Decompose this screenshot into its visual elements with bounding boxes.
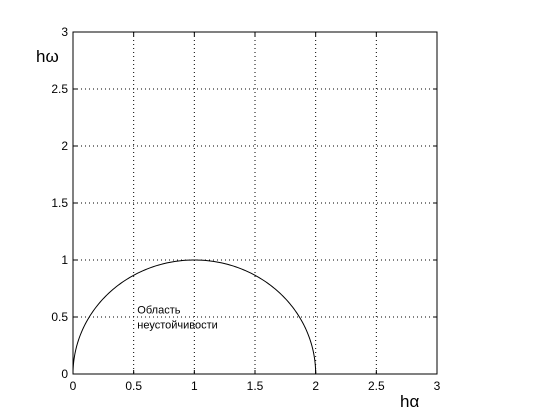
region-annotation-line: Область — [137, 305, 180, 317]
stability-boundary-curve — [72, 259, 317, 375]
y-tick-label: 3 — [61, 25, 68, 39]
y-tick-label: 2.5 — [51, 82, 68, 96]
x-tick-label: 0 — [70, 379, 77, 393]
x-tick-label: 3 — [434, 379, 441, 393]
x-tick-label: 2.5 — [368, 379, 385, 393]
y-tick-label: 0 — [61, 367, 68, 381]
plot-area-background — [73, 32, 437, 374]
grid — [73, 32, 437, 374]
x-tick-label: 0.5 — [125, 379, 142, 393]
y-tick-label: 2 — [61, 139, 68, 153]
y-tick-label: 0.5 — [51, 310, 68, 324]
x-tick-label: 2 — [312, 379, 319, 393]
region-annotation-line: неустойчивости — [137, 320, 218, 332]
x-axis-label: hα — [400, 392, 419, 411]
y-tick-label: 1 — [61, 253, 68, 267]
region-annotation: Область неустойчивости — [137, 305, 218, 332]
x-tick-label: 1.5 — [247, 379, 264, 393]
annotations: Область неустойчивости — [137, 305, 218, 332]
x-tick-label: 1 — [191, 379, 198, 393]
axis-ticks: 0 0.5 1 1.5 2 2.5 3 0 0.5 1 1.5 2 2.5 3 — [51, 25, 440, 393]
y-axis-label: hω — [36, 47, 59, 66]
series-group — [72, 259, 317, 375]
y-tick-label: 1.5 — [51, 196, 68, 210]
